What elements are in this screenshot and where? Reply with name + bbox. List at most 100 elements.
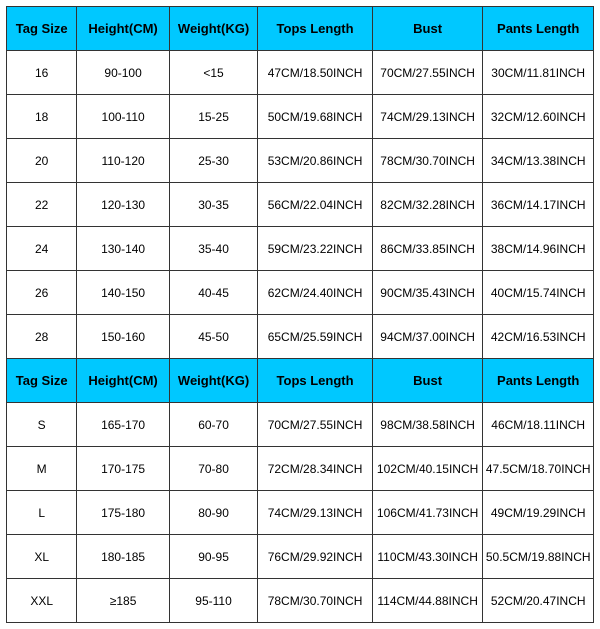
cell: 95-110: [169, 579, 257, 623]
cell: 170-175: [77, 447, 169, 491]
cell: 47.5CM/18.70INCH: [483, 447, 594, 491]
table-row: L175-18080-9074CM/29.13INCH106CM/41.73IN…: [7, 491, 594, 535]
cell: 22: [7, 183, 77, 227]
table-row: XXL≥18595-11078CM/30.70INCH114CM/44.88IN…: [7, 579, 594, 623]
cell: 100-110: [77, 95, 169, 139]
cell: 30-35: [169, 183, 257, 227]
table-row: 20110-12025-3053CM/20.86INCH78CM/30.70IN…: [7, 139, 594, 183]
cell: 74CM/29.13INCH: [258, 491, 373, 535]
cell: 110CM/43.30INCH: [372, 535, 483, 579]
cell: 34CM/13.38INCH: [483, 139, 594, 183]
cell: 62CM/24.40INCH: [258, 271, 373, 315]
cell: 52CM/20.47INCH: [483, 579, 594, 623]
cell: 53CM/20.86INCH: [258, 139, 373, 183]
table-row: 24130-14035-4059CM/23.22INCH86CM/33.85IN…: [7, 227, 594, 271]
cell: 76CM/29.92INCH: [258, 535, 373, 579]
header-tops-length: Tops Length: [258, 7, 373, 51]
cell: 78CM/30.70INCH: [258, 579, 373, 623]
cell: 46CM/18.11INCH: [483, 403, 594, 447]
header-height: Height(CM): [77, 359, 169, 403]
cell: 102CM/40.15INCH: [372, 447, 483, 491]
cell: 30CM/11.81INCH: [483, 51, 594, 95]
cell: 18: [7, 95, 77, 139]
cell: 110-120: [77, 139, 169, 183]
cell: 90-100: [77, 51, 169, 95]
cell: 45-50: [169, 315, 257, 359]
cell: 90CM/35.43INCH: [372, 271, 483, 315]
cell: 106CM/41.73INCH: [372, 491, 483, 535]
cell: 60-70: [169, 403, 257, 447]
cell: 26: [7, 271, 77, 315]
cell: 40-45: [169, 271, 257, 315]
cell: 120-130: [77, 183, 169, 227]
cell: 38CM/14.96INCH: [483, 227, 594, 271]
cell: 16: [7, 51, 77, 95]
cell: 28: [7, 315, 77, 359]
cell: 80-90: [169, 491, 257, 535]
header-pants-length: Pants Length: [483, 359, 594, 403]
table-row: 22120-13030-3556CM/22.04INCH82CM/32.28IN…: [7, 183, 594, 227]
header-weight: Weight(KG): [169, 7, 257, 51]
header-pants-length: Pants Length: [483, 7, 594, 51]
cell: 50CM/19.68INCH: [258, 95, 373, 139]
cell: 59CM/23.22INCH: [258, 227, 373, 271]
table-row: 28150-16045-5065CM/25.59INCH94CM/37.00IN…: [7, 315, 594, 359]
table-row: 1690-100<1547CM/18.50INCH70CM/27.55INCH3…: [7, 51, 594, 95]
cell: S: [7, 403, 77, 447]
table-row: S165-17060-7070CM/27.55INCH98CM/38.58INC…: [7, 403, 594, 447]
cell: 42CM/16.53INCH: [483, 315, 594, 359]
cell: 65CM/25.59INCH: [258, 315, 373, 359]
cell: 40CM/15.74INCH: [483, 271, 594, 315]
cell: 114CM/44.88INCH: [372, 579, 483, 623]
cell: ≥185: [77, 579, 169, 623]
cell: 94CM/37.00INCH: [372, 315, 483, 359]
cell: 86CM/33.85INCH: [372, 227, 483, 271]
table-row: 18100-11015-2550CM/19.68INCH74CM/29.13IN…: [7, 95, 594, 139]
cell: 180-185: [77, 535, 169, 579]
cell: XL: [7, 535, 77, 579]
header-tag-size: Tag Size: [7, 7, 77, 51]
size-chart: Tag Size Height(CM) Weight(KG) Tops Leng…: [6, 6, 594, 623]
cell: 90-95: [169, 535, 257, 579]
cell: 24: [7, 227, 77, 271]
cell: 35-40: [169, 227, 257, 271]
cell: 70-80: [169, 447, 257, 491]
table-row: XL180-18590-9576CM/29.92INCH110CM/43.30I…: [7, 535, 594, 579]
header-weight: Weight(KG): [169, 359, 257, 403]
cell: <15: [169, 51, 257, 95]
size-table: Tag Size Height(CM) Weight(KG) Tops Leng…: [6, 6, 594, 623]
cell: 82CM/32.28INCH: [372, 183, 483, 227]
cell: 130-140: [77, 227, 169, 271]
cell: 20: [7, 139, 77, 183]
cell: XXL: [7, 579, 77, 623]
cell: 70CM/27.55INCH: [258, 403, 373, 447]
cell: 25-30: [169, 139, 257, 183]
cell: 78CM/30.70INCH: [372, 139, 483, 183]
cell: 49CM/19.29INCH: [483, 491, 594, 535]
table-row: 26140-15040-4562CM/24.40INCH90CM/35.43IN…: [7, 271, 594, 315]
cell: 70CM/27.55INCH: [372, 51, 483, 95]
cell: 32CM/12.60INCH: [483, 95, 594, 139]
cell: 74CM/29.13INCH: [372, 95, 483, 139]
cell: 98CM/38.58INCH: [372, 403, 483, 447]
cell: 140-150: [77, 271, 169, 315]
cell: 15-25: [169, 95, 257, 139]
header-row-2: Tag Size Height(CM) Weight(KG) Tops Leng…: [7, 359, 594, 403]
cell: L: [7, 491, 77, 535]
cell: 47CM/18.50INCH: [258, 51, 373, 95]
cell: 72CM/28.34INCH: [258, 447, 373, 491]
table-row: M170-17570-8072CM/28.34INCH102CM/40.15IN…: [7, 447, 594, 491]
cell: M: [7, 447, 77, 491]
header-tops-length: Tops Length: [258, 359, 373, 403]
cell: 150-160: [77, 315, 169, 359]
cell: 165-170: [77, 403, 169, 447]
cell: 50.5CM/19.88INCH: [483, 535, 594, 579]
header-row-1: Tag Size Height(CM) Weight(KG) Tops Leng…: [7, 7, 594, 51]
header-bust: Bust: [372, 7, 483, 51]
cell: 36CM/14.17INCH: [483, 183, 594, 227]
header-height: Height(CM): [77, 7, 169, 51]
cell: 56CM/22.04INCH: [258, 183, 373, 227]
header-bust: Bust: [372, 359, 483, 403]
cell: 175-180: [77, 491, 169, 535]
header-tag-size: Tag Size: [7, 359, 77, 403]
